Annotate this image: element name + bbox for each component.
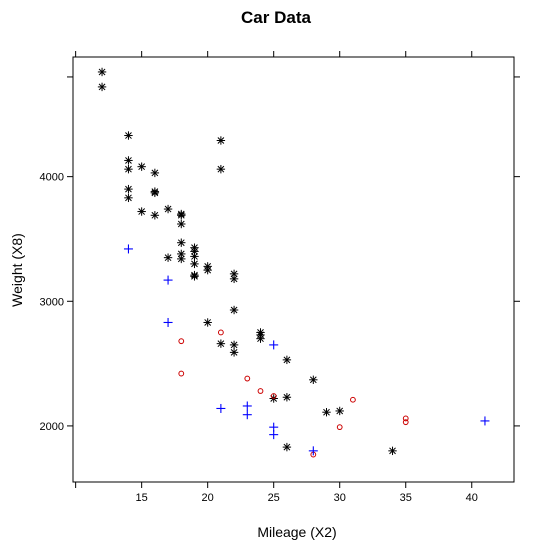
- asterisk-point: [190, 252, 199, 261]
- asterisk-point: [124, 156, 133, 165]
- asterisk-point: [388, 446, 397, 456]
- asterisk-point: [322, 408, 331, 417]
- circle-point: [350, 396, 356, 403]
- circle-point: [270, 393, 277, 399]
- asterisk-point: [177, 254, 186, 264]
- circle-point: [257, 388, 264, 394]
- asterisk-point: [150, 211, 160, 220]
- asterisk-point: [150, 188, 160, 198]
- asterisk-point: [177, 219, 186, 229]
- plot-frame: [72, 56, 515, 483]
- asterisk-point: [97, 82, 107, 92]
- plus-point: [123, 244, 133, 254]
- asterisk-point: [190, 272, 199, 281]
- asterisk-point: [124, 131, 133, 140]
- asterisk-point: [163, 204, 173, 214]
- asterisk-point: [97, 67, 107, 77]
- asterisk-point: [137, 162, 146, 171]
- circle-point: [244, 375, 251, 382]
- circle-point: [178, 338, 185, 345]
- asterisk-point: [203, 265, 212, 275]
- plus-point: [269, 340, 279, 350]
- asterisk-point: [282, 393, 292, 402]
- y-tick-label: 2000: [40, 421, 64, 433]
- plus-point: [480, 416, 490, 426]
- x-axis-ticks: 15 20 25 30 35 40: [75, 51, 478, 504]
- asterisk-point: [229, 274, 239, 284]
- asterisk-point: [282, 355, 292, 365]
- asterisk-point: [163, 253, 173, 262]
- asterisk-point: [124, 193, 133, 203]
- asterisk-point: [229, 340, 239, 350]
- plus-point: [308, 446, 318, 456]
- asterisk-point: [190, 259, 199, 269]
- asterisk-point: [309, 375, 318, 385]
- asterisk-point: [282, 442, 292, 452]
- x-tick-label: 25: [268, 492, 280, 504]
- asterisk-point: [216, 136, 226, 145]
- y-axis-label: Weight (X8): [9, 233, 25, 307]
- asterisk-point: [177, 211, 186, 220]
- asterisk-point: [335, 406, 344, 416]
- chart-title: Car Data: [241, 8, 311, 27]
- x-tick-label: 40: [466, 492, 478, 504]
- plus-point: [242, 410, 252, 420]
- asterisk-point: [229, 305, 239, 315]
- asterisk-point: [124, 164, 133, 174]
- asterisk-point: [203, 318, 212, 327]
- y-tick-label: 3000: [40, 296, 64, 308]
- circle-point: [402, 415, 409, 422]
- x-tick-label: 20: [202, 492, 214, 504]
- circle-point: [217, 329, 224, 336]
- asterisk-point: [229, 348, 239, 357]
- asterisk-point: [216, 339, 226, 348]
- plus-point: [163, 275, 173, 285]
- data-points: [97, 67, 490, 458]
- asterisk-point: [124, 184, 133, 194]
- x-tick-label: 35: [400, 492, 412, 504]
- plus-point: [269, 430, 279, 440]
- asterisk-point: [177, 238, 186, 247]
- plus-point: [163, 317, 173, 327]
- circle-point: [336, 424, 343, 431]
- plus-point: [242, 401, 252, 411]
- asterisk-point: [256, 334, 265, 343]
- x-axis-label: Mileage (X2): [257, 524, 336, 540]
- asterisk-point: [177, 249, 186, 259]
- asterisk-point: [216, 164, 226, 174]
- y-tick-label: 4000: [40, 172, 64, 184]
- plus-point: [216, 403, 226, 413]
- x-tick-label: 30: [334, 492, 346, 504]
- x-tick-label: 15: [136, 492, 148, 504]
- circle-point: [402, 419, 409, 426]
- asterisk-point: [150, 168, 160, 178]
- asterisk-point: [137, 207, 146, 216]
- circle-point: [178, 370, 185, 377]
- y-axis-ticks: 2000 3000 4000: [40, 76, 520, 433]
